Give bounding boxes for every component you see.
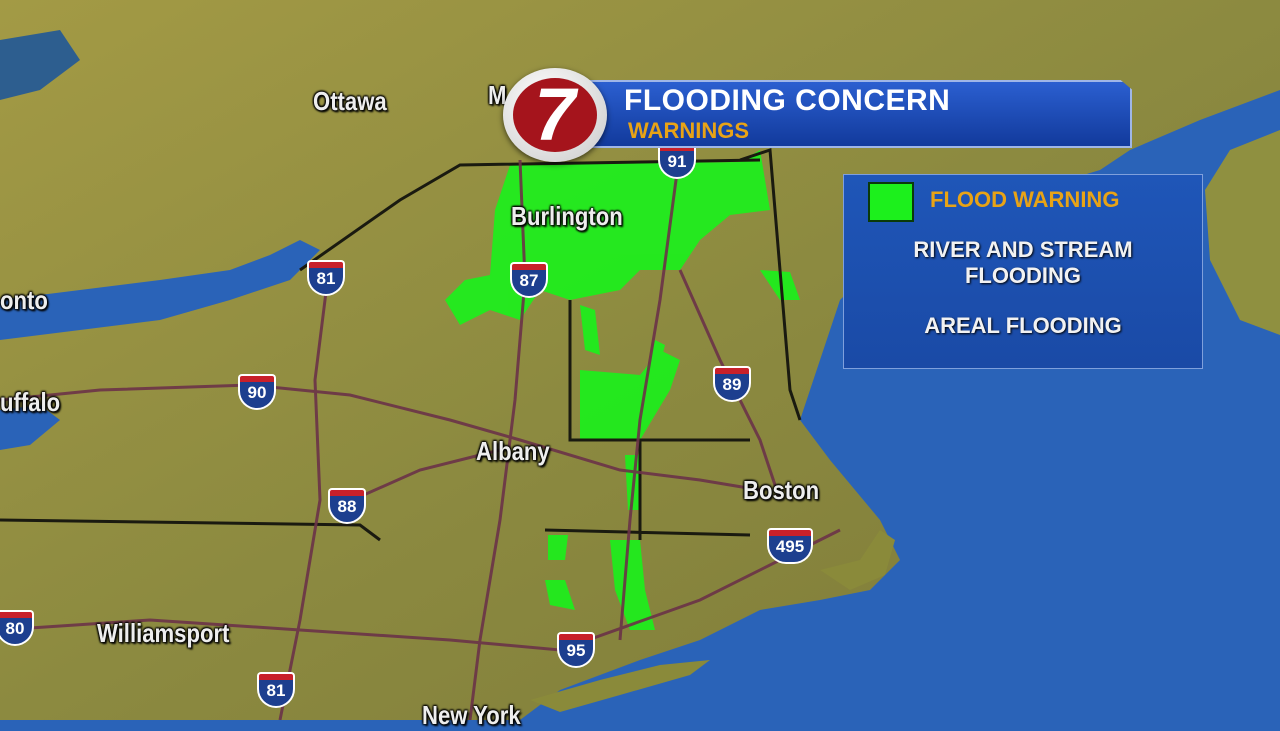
interstate-95-shield: 95: [557, 632, 595, 668]
city-label-new-york: New York: [422, 700, 521, 730]
banner-subtitle: WARNINGS: [628, 118, 749, 143]
legend-item-river-stream: RIVER AND STREAM FLOODING: [913, 237, 1133, 288]
lake-ontario: [0, 240, 320, 340]
highways: [0, 149, 841, 720]
interstate-87-shield: 87: [510, 262, 548, 298]
city-label-montreal: M: [488, 80, 507, 110]
legend-panel: FLOOD WARNING RIVER AND STREAM FLOODING …: [843, 174, 1203, 369]
city-label-albany: Albany: [476, 436, 550, 466]
logo-seven: 7: [513, 78, 597, 152]
city-label-boston: Boston: [743, 475, 820, 505]
state-borders: [0, 147, 802, 542]
city-label-burlington: Burlington: [511, 201, 623, 231]
interstate-495-shield: 495: [767, 528, 813, 564]
interstate-81-shield: 81: [307, 260, 345, 296]
long-island: [530, 660, 710, 712]
legend-label: FLOOD WARNING: [930, 187, 1120, 212]
interstate-91-shield: 91: [658, 143, 696, 179]
interstate-81-south-shield: 81: [257, 672, 295, 708]
interstate-89-shield: 89: [713, 366, 751, 402]
lake-erie: [0, 405, 60, 450]
banner-title: FLOODING CONCERN: [624, 84, 951, 117]
city-label-toronto: onto: [0, 285, 48, 315]
interstate-88-shield: 88: [328, 488, 366, 524]
channel-7-logo: 7: [503, 68, 607, 162]
city-label-ottawa: Ottawa: [313, 86, 387, 116]
legend-item-areal: AREAL FLOODING: [924, 313, 1122, 338]
city-label-buffalo: uffalo: [0, 387, 61, 417]
title-banner: FLOODING CONCERN WARNINGS: [560, 80, 1132, 148]
land-nova-scotia: [1205, 130, 1280, 335]
flood-warning-swatch: [868, 182, 914, 222]
city-label-williamsport: Williamsport: [97, 618, 230, 648]
cape-cod: [820, 530, 895, 590]
interstate-80-shield: 80: [0, 610, 34, 646]
interstate-90-shield: 90: [238, 374, 276, 410]
georgian-bay: [0, 30, 80, 100]
